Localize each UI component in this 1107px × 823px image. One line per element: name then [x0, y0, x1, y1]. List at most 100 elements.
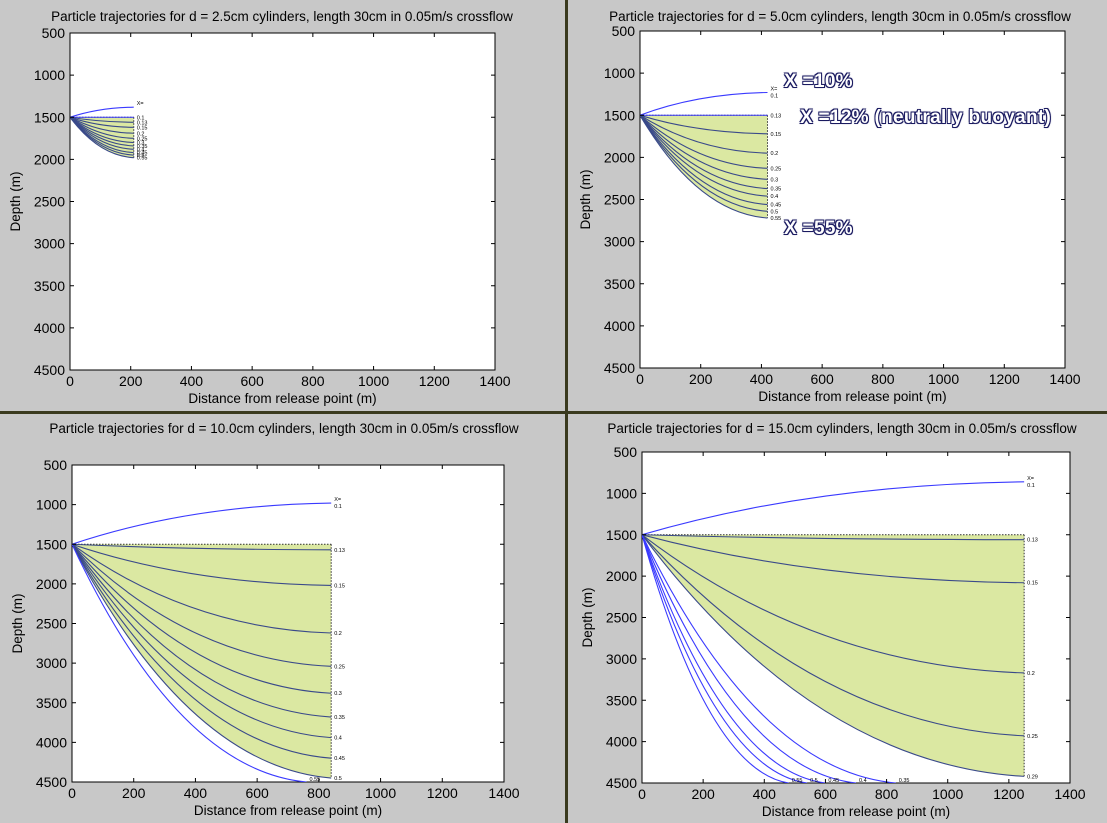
series-label: 0.15	[334, 583, 345, 589]
shaded-region	[70, 117, 134, 158]
series-label: 0.35	[899, 778, 910, 784]
plot-content	[70, 106, 135, 159]
trajectory-line	[72, 543, 332, 551]
y-tick-label: 1000	[36, 497, 67, 513]
y-tick-label: 4500	[36, 774, 67, 790]
series-label: 0.45	[771, 203, 782, 209]
chart-title: Particle trajectories for d = 2.5cm cyli…	[51, 9, 513, 24]
series-label: 0.55	[771, 216, 782, 222]
shaded-region	[642, 534, 1025, 777]
x-tick-label: 0	[66, 373, 74, 389]
x-tick-label: 1000	[928, 371, 959, 387]
y-tick-label: 500	[614, 444, 638, 460]
series-label: 0.2	[137, 131, 145, 137]
trajectory-line	[70, 106, 134, 118]
y-tick-label: 4000	[34, 320, 65, 336]
plot-content	[640, 91, 768, 219]
y-tick-label: 4000	[36, 734, 67, 750]
x-tick-label: 1000	[365, 785, 396, 801]
panel-divider-horizontal	[0, 411, 1107, 414]
x-tick-label: 1400	[479, 373, 510, 389]
x-tick-label: 1000	[358, 373, 389, 389]
series-label: 0.3	[137, 141, 145, 147]
y-tick-label: 3500	[604, 276, 635, 292]
series-label: X=	[137, 101, 144, 107]
y-tick-label: 500	[42, 25, 66, 41]
chart-panel-4: Particle trajectories for d = 15.0cm cyl…	[568, 415, 1107, 823]
x-tick-label: 0	[636, 371, 644, 387]
series-label: X=	[334, 497, 341, 503]
x-tick-label: 800	[871, 371, 895, 387]
annotation-x12: X =12% (neutrally buoyant)	[800, 107, 1052, 128]
series-label: 0.1	[334, 504, 342, 510]
x-tick-label: 200	[119, 373, 143, 389]
y-tick-label: 500	[44, 457, 68, 473]
chart-title: Particle trajectories for d = 10.0cm cyl…	[49, 421, 519, 436]
series-label: 0.2	[1027, 671, 1035, 677]
y-tick-label: 1500	[36, 536, 67, 552]
y-tick-label: 4000	[604, 318, 635, 334]
series-label: 0.1	[771, 94, 779, 100]
series-label: 0.25	[334, 664, 345, 670]
x-axis-label: Distance from release point (m)	[194, 803, 382, 818]
x-tick-label: 400	[750, 371, 774, 387]
trajectory-line	[72, 543, 332, 739]
trajectory-line	[70, 116, 134, 139]
trajectory-line	[642, 534, 857, 783]
y-tick-label: 2500	[606, 610, 637, 626]
trajectory-line	[72, 543, 332, 779]
annotation-x10: X =10%	[784, 71, 853, 92]
series-label: 0.4	[334, 736, 342, 742]
x-tick-label: 1000	[932, 786, 963, 802]
plot-content	[72, 502, 332, 782]
y-axis-label: Depth (m)	[580, 587, 595, 647]
series-label: 0.2	[771, 151, 779, 157]
trajectory-line	[72, 543, 332, 718]
trajectory-line	[70, 116, 134, 123]
series-label: 0.2	[334, 631, 342, 637]
chart-svg-4: Particle trajectories for d = 15.0cm cyl…	[580, 421, 1086, 819]
y-tick-label: 2000	[606, 568, 637, 584]
trajectory-line	[642, 534, 826, 783]
y-axis-label: Depth (m)	[578, 169, 593, 229]
chart-svg-3: Particle trajectories for d = 10.0cm cyl…	[10, 421, 520, 818]
series-label: 0.5	[771, 209, 779, 215]
series-label: 0.55	[137, 156, 148, 162]
y-tick-label: 2000	[34, 151, 65, 167]
trajectory-line	[640, 114, 768, 135]
series-label: 0.35	[771, 187, 782, 193]
series-label: 0.55	[792, 778, 803, 784]
trajectory-line	[72, 543, 332, 694]
trajectory-line	[640, 114, 768, 212]
x-tick-label: 1200	[993, 786, 1024, 802]
chart-title: Particle trajectories for d = 15.0cm cyl…	[607, 421, 1077, 436]
x-axis-label: Distance from release point (m)	[188, 391, 376, 406]
y-tick-label: 2500	[604, 192, 635, 208]
y-tick-label: 3000	[604, 234, 635, 250]
trajectory-line	[642, 534, 1025, 737]
series-label: 0.25	[1027, 734, 1038, 740]
plot-area	[69, 32, 496, 371]
y-tick-label: 2500	[34, 194, 65, 210]
y-tick-label: 1000	[604, 65, 635, 81]
x-tick-label: 0	[638, 786, 646, 802]
trajectory-line	[72, 543, 332, 667]
series-label: X=	[1027, 476, 1034, 482]
trajectory-line	[72, 502, 332, 545]
x-tick-label: 800	[875, 786, 899, 802]
x-tick-label: 600	[810, 371, 834, 387]
y-axis-label: Depth (m)	[10, 593, 25, 653]
y-tick-label: 500	[612, 23, 636, 39]
x-tick-label: 400	[753, 786, 777, 802]
y-tick-label: 3500	[36, 695, 67, 711]
series-label: 0.3	[334, 691, 342, 697]
chart-svg-2: Particle trajectories for d = 5.0cm cyli…	[578, 9, 1081, 404]
y-tick-label: 3000	[36, 655, 67, 671]
x-tick-label: 400	[184, 785, 208, 801]
trajectory-line	[640, 114, 768, 219]
chart-svg-1: Particle trajectories for d = 2.5cm cyli…	[8, 9, 513, 406]
trajectory-line	[642, 534, 1025, 777]
trajectory-line	[642, 534, 1025, 541]
series-label: 0.13	[771, 113, 782, 119]
series-label: X=	[771, 87, 778, 93]
